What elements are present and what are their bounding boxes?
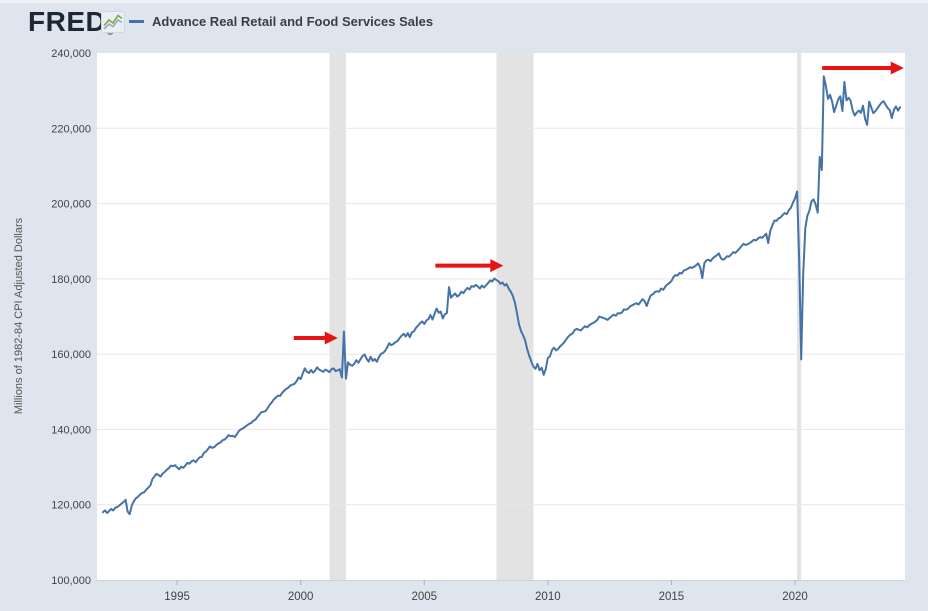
series-line	[101, 75, 902, 516]
chart-plot-area: 100,000 120,000 140,000 160,000 180,000 200,0…	[13, 48, 905, 603]
y-axis-title: Millions of 1982-84 CPI Adjusted Dollars	[13, 217, 25, 414]
y-tick-label: 220,000	[51, 123, 91, 135]
chart-legend: Advance Real Retail and Food Services Sa…	[129, 14, 433, 29]
recession-band	[329, 53, 346, 580]
y-tick-label: 100,000	[51, 575, 91, 587]
x-tick-label: 2010	[535, 591, 561, 603]
y-tick-label: 140,000	[51, 424, 91, 436]
y-tick-label: 180,000	[51, 274, 91, 286]
y-tick-label: 200,000	[51, 199, 91, 211]
y-tick-label: 160,000	[51, 349, 91, 361]
series-title: Advance Real Retail and Food Services Sa…	[152, 14, 434, 29]
annotation-arrow-head	[490, 259, 504, 273]
x-tick-label: 2005	[411, 591, 437, 603]
x-tick-label: 2020	[782, 591, 808, 603]
x-tick-label: 2000	[288, 591, 314, 603]
recession-band	[796, 53, 802, 580]
x-tick-label: 2015	[659, 591, 685, 603]
annotation-arrow-head	[324, 331, 338, 345]
chart-header: FRED® Advance Real Retail and Food Servi…	[0, 3, 928, 43]
y-tick-label: 240,000	[51, 48, 91, 60]
y-tick-label: 120,000	[51, 500, 91, 512]
fred-sparkline-icon	[101, 11, 125, 33]
annotation-arrow-head	[890, 61, 904, 75]
x-tick-label: 1995	[164, 591, 190, 603]
recession-band	[496, 53, 534, 580]
legend-line-swatch	[129, 20, 144, 23]
